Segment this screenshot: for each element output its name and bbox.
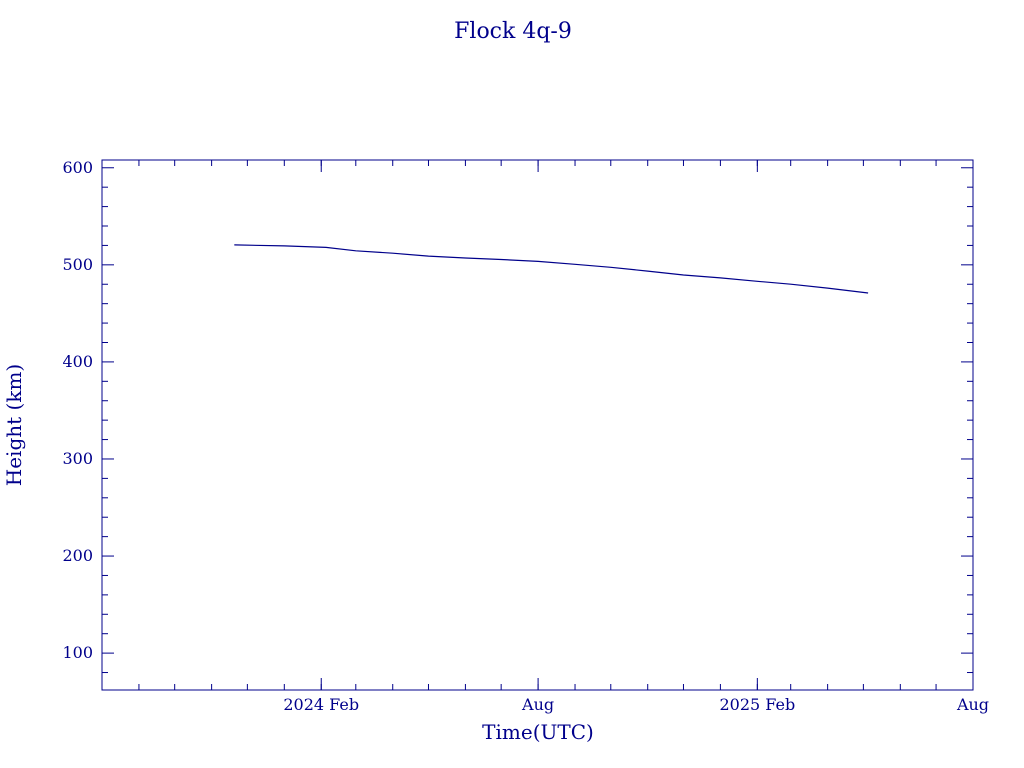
y-tick-label: 100 (62, 643, 93, 662)
series-line (234, 244, 869, 294)
y-tick-label: 200 (62, 546, 93, 565)
x-tick-labels: 2024 Feb Aug 2025 Feb Aug (283, 695, 989, 714)
chart-title: Flock 4q-9 (454, 19, 572, 44)
y-tick-label: 600 (62, 158, 93, 177)
y-tick-label: 500 (62, 255, 93, 274)
axis-ticks (102, 160, 974, 690)
x-tick-label: Aug (521, 695, 554, 714)
x-tick-label: Aug (956, 695, 989, 714)
x-tick-label: 2025 Feb (719, 695, 795, 714)
y-axis-label: Height (km) (2, 364, 26, 486)
y-tick-label: 300 (62, 449, 93, 468)
plot-frame (101, 159, 974, 691)
y-tick-label: 400 (62, 352, 93, 371)
y-tick-labels: 100 200 300 400 500 600 (62, 158, 93, 662)
x-tick-label: 2024 Feb (283, 695, 359, 714)
x-axis-label: Time(UTC) (482, 720, 594, 744)
